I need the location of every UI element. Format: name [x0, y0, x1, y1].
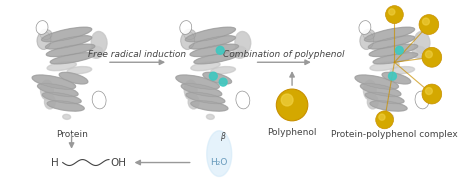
Ellipse shape: [370, 62, 399, 71]
Ellipse shape: [40, 29, 52, 39]
Circle shape: [419, 15, 439, 35]
Ellipse shape: [235, 32, 251, 53]
Ellipse shape: [37, 83, 78, 97]
Ellipse shape: [373, 53, 418, 64]
Circle shape: [385, 6, 403, 24]
Ellipse shape: [92, 91, 106, 109]
Circle shape: [422, 47, 442, 67]
Ellipse shape: [46, 44, 95, 57]
Ellipse shape: [370, 101, 407, 111]
Circle shape: [219, 78, 227, 86]
Ellipse shape: [36, 21, 48, 34]
Ellipse shape: [382, 72, 410, 84]
Ellipse shape: [59, 72, 88, 84]
Ellipse shape: [41, 80, 54, 100]
Ellipse shape: [45, 95, 55, 109]
Ellipse shape: [359, 21, 371, 34]
Circle shape: [210, 72, 217, 80]
Ellipse shape: [47, 62, 76, 71]
Text: H: H: [51, 158, 59, 168]
Circle shape: [395, 46, 403, 54]
Text: Protein-polyphenol complex: Protein-polyphenol complex: [331, 130, 458, 139]
Ellipse shape: [190, 44, 238, 57]
Ellipse shape: [233, 46, 247, 58]
Ellipse shape: [46, 36, 92, 49]
Ellipse shape: [47, 101, 84, 111]
Circle shape: [422, 84, 442, 104]
Circle shape: [376, 111, 393, 129]
Ellipse shape: [390, 66, 415, 74]
Ellipse shape: [191, 62, 220, 71]
Ellipse shape: [236, 91, 250, 109]
Text: Combination of polyphenol: Combination of polyphenol: [223, 50, 345, 59]
Ellipse shape: [211, 66, 236, 74]
Ellipse shape: [189, 36, 236, 49]
Polygon shape: [207, 131, 232, 176]
Ellipse shape: [91, 32, 107, 53]
Ellipse shape: [180, 21, 191, 34]
Ellipse shape: [184, 80, 197, 100]
Ellipse shape: [412, 46, 426, 58]
Ellipse shape: [42, 92, 81, 104]
Ellipse shape: [369, 44, 418, 57]
Ellipse shape: [365, 92, 404, 104]
Ellipse shape: [360, 83, 401, 97]
Circle shape: [426, 88, 432, 95]
Circle shape: [281, 94, 293, 106]
Ellipse shape: [181, 31, 195, 49]
Ellipse shape: [203, 72, 232, 84]
Ellipse shape: [186, 92, 225, 104]
Ellipse shape: [415, 91, 429, 109]
Text: OH: OH: [111, 158, 127, 168]
Circle shape: [276, 89, 308, 121]
Circle shape: [389, 9, 395, 15]
Text: Free radical induction: Free radical induction: [89, 50, 187, 59]
Ellipse shape: [207, 114, 214, 119]
Ellipse shape: [67, 66, 91, 74]
Circle shape: [422, 18, 429, 25]
Ellipse shape: [364, 80, 376, 100]
Ellipse shape: [385, 114, 393, 119]
Ellipse shape: [181, 83, 222, 97]
Ellipse shape: [367, 95, 378, 109]
Ellipse shape: [360, 31, 374, 49]
Ellipse shape: [355, 75, 399, 89]
Ellipse shape: [363, 29, 375, 39]
Text: H₂O: H₂O: [210, 158, 228, 167]
Text: $\beta$: $\beta$: [220, 130, 227, 143]
Ellipse shape: [185, 27, 236, 42]
Ellipse shape: [37, 31, 51, 49]
Ellipse shape: [32, 75, 75, 89]
Ellipse shape: [188, 95, 199, 109]
Ellipse shape: [191, 101, 228, 111]
Circle shape: [216, 46, 224, 54]
Ellipse shape: [89, 46, 103, 58]
Ellipse shape: [414, 32, 430, 53]
Circle shape: [426, 51, 432, 58]
Ellipse shape: [50, 53, 95, 64]
Circle shape: [379, 114, 385, 120]
Ellipse shape: [194, 53, 238, 64]
Ellipse shape: [176, 75, 219, 89]
Text: Polyphenol: Polyphenol: [267, 128, 317, 137]
Ellipse shape: [63, 114, 71, 119]
Ellipse shape: [365, 27, 415, 42]
Text: Protein: Protein: [55, 130, 88, 139]
Ellipse shape: [42, 27, 91, 42]
Ellipse shape: [184, 29, 196, 39]
Circle shape: [389, 72, 396, 80]
Ellipse shape: [368, 36, 415, 49]
